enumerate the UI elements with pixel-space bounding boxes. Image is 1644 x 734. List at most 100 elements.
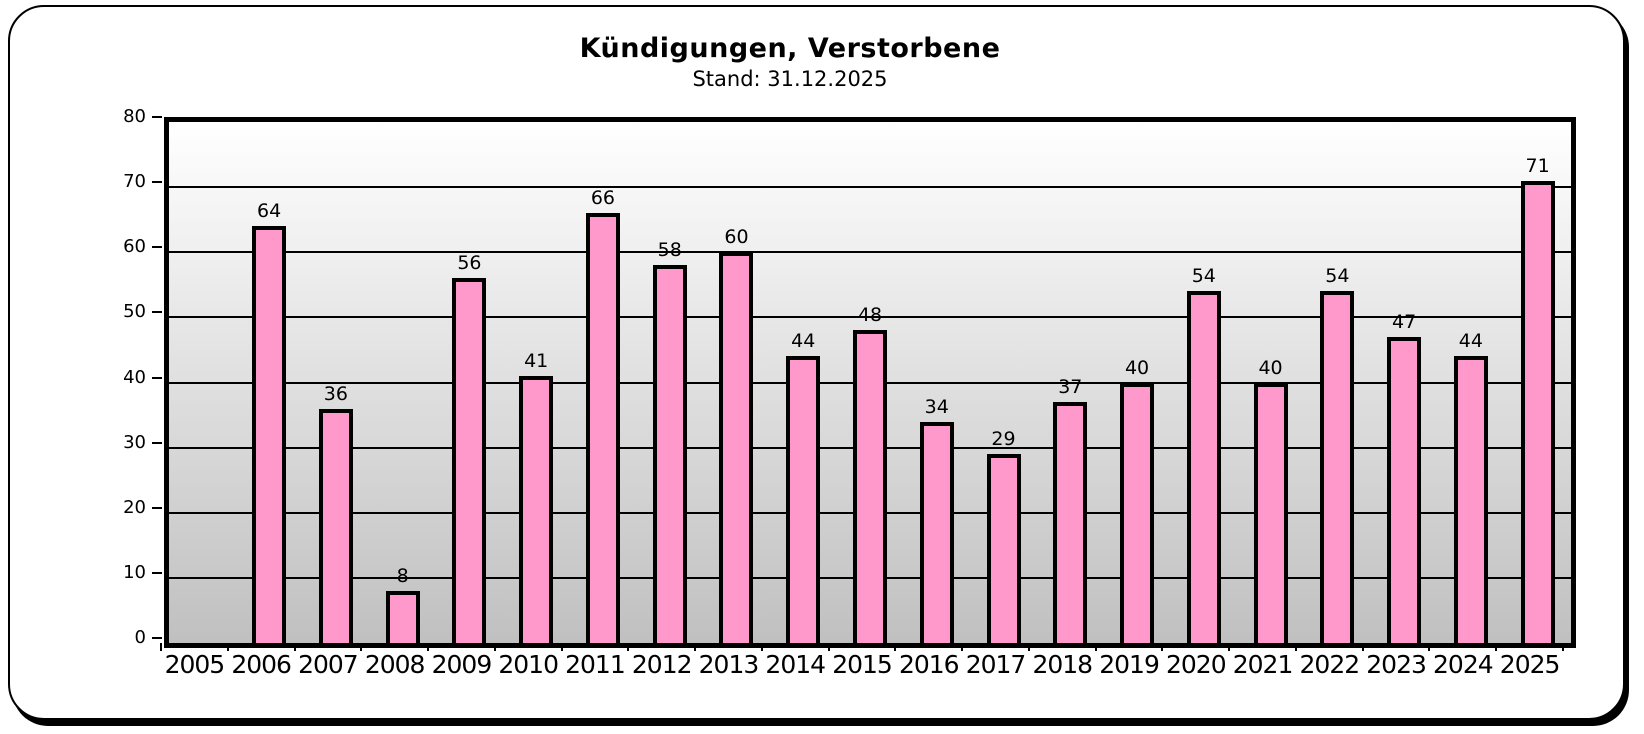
gridline bbox=[169, 251, 1571, 254]
y-axis-tick bbox=[152, 571, 162, 574]
y-axis-label: 30 bbox=[123, 431, 146, 453]
bar bbox=[853, 330, 887, 643]
plot-area: 64 36 8 56 41 66 58 60 44 48 34 29 37 40 54 40 54 47 44 71 bbox=[164, 117, 1576, 648]
bar-value-label: 58 bbox=[657, 239, 682, 262]
bar bbox=[452, 278, 487, 643]
bar-value-label: 56 bbox=[457, 252, 482, 275]
bar bbox=[919, 421, 954, 643]
y-axis-tick bbox=[152, 376, 162, 379]
x-axis-tick bbox=[1027, 643, 1030, 651]
bar-value-label: 54 bbox=[1191, 265, 1216, 288]
bar-value-label: 36 bbox=[323, 382, 348, 405]
x-axis-label: 2025 bbox=[1499, 650, 1561, 679]
x-axis-label: 2008 bbox=[364, 650, 426, 679]
x-axis-tick bbox=[1361, 643, 1364, 651]
bar bbox=[1520, 180, 1555, 643]
bar-value-label: 41 bbox=[524, 350, 549, 372]
y-axis-label: 40 bbox=[123, 366, 146, 388]
bar bbox=[252, 226, 287, 643]
bar bbox=[652, 265, 687, 643]
y-axis-label: 20 bbox=[123, 496, 146, 518]
bar-value-label: 64 bbox=[257, 200, 282, 223]
x-axis-label: 2017 bbox=[965, 650, 1027, 679]
gridline bbox=[169, 316, 1571, 319]
chart-card: Kündigungen, Verstorbene Stand: 31.12.20… bbox=[8, 5, 1625, 720]
x-axis-tick bbox=[293, 643, 296, 651]
plot-inner: 64 36 8 56 41 66 58 60 44 48 34 29 37 40 54 40 54 47 44 71 bbox=[169, 122, 1571, 643]
x-axis-tick bbox=[1294, 643, 1297, 651]
bar-value-label: 48 bbox=[857, 304, 883, 327]
bar-value-label: 8 bbox=[396, 564, 409, 587]
x-axis-tick bbox=[360, 643, 363, 651]
x-axis-tick bbox=[694, 643, 697, 651]
x-axis-tick bbox=[427, 643, 430, 651]
y-axis-tick bbox=[152, 246, 162, 249]
x-axis-label: 2024 bbox=[1433, 650, 1494, 679]
x-axis-label: 2019 bbox=[1099, 650, 1160, 679]
bar bbox=[1253, 382, 1288, 643]
x-axis-label: 2023 bbox=[1366, 650, 1427, 679]
y-axis-label: 70 bbox=[123, 171, 146, 193]
bar bbox=[318, 408, 353, 643]
bar-value-label: 71 bbox=[1525, 154, 1550, 177]
bar-value-label: 44 bbox=[791, 330, 816, 353]
bar-value-label: 66 bbox=[590, 187, 616, 210]
x-axis-label: 2016 bbox=[898, 650, 960, 679]
bar bbox=[1053, 402, 1088, 643]
y-axis-tick bbox=[152, 311, 162, 314]
x-axis-tick bbox=[560, 643, 563, 651]
gridline bbox=[169, 186, 1571, 189]
bar-value-label: 40 bbox=[1124, 356, 1150, 379]
x-axis-label: 2015 bbox=[832, 650, 893, 679]
bar-value-label: 60 bbox=[724, 226, 749, 249]
x-axis-tick bbox=[627, 643, 630, 651]
x-axis-tick bbox=[1495, 643, 1498, 651]
bar-value-label: 40 bbox=[1258, 356, 1283, 379]
x-axis-label: 2010 bbox=[498, 650, 559, 679]
y-axis-tick bbox=[152, 116, 162, 118]
x-axis-tick bbox=[961, 643, 964, 651]
bar-value-label: 34 bbox=[924, 395, 949, 418]
x-axis-tick bbox=[1428, 643, 1431, 651]
y-axis-label: 10 bbox=[123, 561, 146, 583]
chart-subtitle: Stand: 31.12.2025 bbox=[692, 67, 888, 92]
x-axis-tick bbox=[827, 643, 830, 651]
bar-value-label: 37 bbox=[1058, 376, 1083, 399]
y-axis-label: 50 bbox=[123, 301, 146, 323]
x-axis-tick bbox=[1161, 643, 1164, 651]
bar bbox=[786, 356, 821, 643]
x-axis-label: 2005 bbox=[164, 650, 226, 679]
y-axis-label: 60 bbox=[123, 236, 146, 258]
x-axis-label: 2006 bbox=[231, 650, 292, 679]
x-axis-label: 2021 bbox=[1232, 650, 1294, 679]
bar bbox=[1453, 356, 1488, 643]
bar bbox=[1320, 291, 1355, 643]
y-axis-tick bbox=[152, 181, 162, 184]
y-axis-tick bbox=[152, 506, 162, 509]
bar-value-label: 44 bbox=[1458, 330, 1483, 353]
x-axis-label: 2022 bbox=[1299, 650, 1361, 679]
x-axis-tick bbox=[493, 643, 496, 651]
bar bbox=[1120, 382, 1155, 643]
bar bbox=[1387, 336, 1422, 643]
x-axis-tick bbox=[1228, 643, 1231, 651]
x-axis-label: 2014 bbox=[765, 650, 826, 679]
x-axis-tick bbox=[160, 643, 162, 651]
bar bbox=[585, 213, 620, 643]
x-axis-label: 2012 bbox=[631, 650, 693, 679]
x-axis-label: 2007 bbox=[298, 650, 359, 679]
x-axis-tick bbox=[226, 643, 229, 651]
y-axis-label: 80 bbox=[123, 106, 146, 127]
bar bbox=[986, 454, 1021, 643]
bar bbox=[519, 376, 554, 643]
x-axis-label: 2020 bbox=[1165, 650, 1227, 679]
x-axis-tick bbox=[1562, 643, 1564, 651]
bar-value-label: 54 bbox=[1325, 265, 1350, 288]
chart-title: Kündigungen, Verstorbene bbox=[579, 33, 1001, 64]
bar-value-label: 47 bbox=[1392, 310, 1417, 333]
y-axis-tick bbox=[152, 441, 162, 444]
x-axis-tick bbox=[1094, 643, 1097, 651]
bar bbox=[385, 590, 420, 643]
y-axis-label: 0 bbox=[134, 627, 146, 648]
